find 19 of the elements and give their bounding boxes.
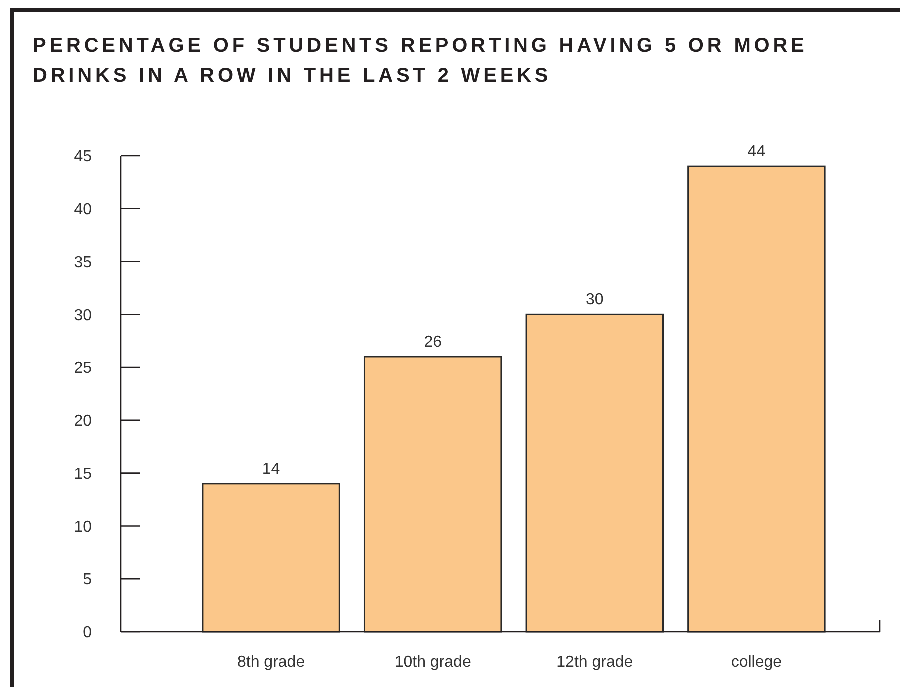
data-label: 30 — [586, 292, 604, 309]
y-tick-label: 35 — [74, 254, 92, 272]
y-tick-label: 30 — [74, 307, 92, 324]
chart-title: PERCENTAGE OF STUDENTS REPORTING HAVING 5 OR MORE DRINKS IN A ROW IN THE LAST 2 WEEKS — [33, 35, 808, 87]
y-tick-label: 5 — [83, 572, 92, 589]
data-label: 14 — [262, 460, 280, 478]
x-tick-label: 10th grade — [394, 654, 472, 671]
y-tick-label: 10 — [74, 518, 92, 536]
data-label: 26 — [424, 334, 442, 351]
data-label: 44 — [748, 144, 766, 161]
y-tick-label: 25 — [74, 360, 92, 378]
y-tick-label: 20 — [74, 413, 92, 430]
x-tick-label: 12th grade — [556, 654, 634, 671]
y-tick-label: 0 — [83, 624, 92, 642]
y-tick-label: 15 — [74, 466, 92, 483]
y-tick-label: 45 — [74, 148, 92, 166]
x-tick-label: college — [731, 654, 782, 671]
x-tick-label: 8th grade — [238, 654, 306, 671]
y-tick-label: 40 — [74, 201, 92, 218]
